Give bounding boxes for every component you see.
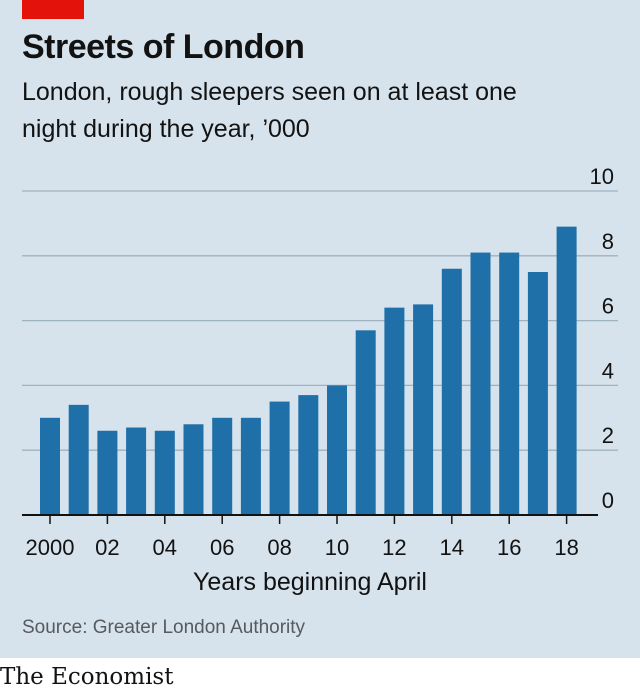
bar-16 [499, 252, 520, 515]
bar-10 [327, 385, 347, 515]
bar-13 [413, 304, 434, 515]
x-tick-label: 2000 [26, 535, 75, 560]
chart-panel: Streets of London London, rough sleepers… [0, 0, 640, 658]
chart-subtitle: London, rough sleepers seen on at least … [22, 78, 517, 143]
y-tick-label: 6 [602, 294, 614, 319]
x-axis-label: Years beginning April [193, 568, 427, 596]
bar-17 [527, 272, 548, 515]
x-tick-label: 02 [95, 535, 119, 560]
bar-2000 [40, 417, 60, 515]
bar-07 [240, 417, 261, 515]
x-tick-label: 18 [554, 535, 578, 560]
bar-01 [68, 404, 89, 515]
y-tick-label: 8 [602, 229, 614, 254]
x-tick-label: 12 [382, 535, 406, 560]
x-tick-label: 14 [440, 535, 464, 560]
bar-12 [384, 307, 405, 515]
bar-08 [269, 401, 290, 515]
source-note: Source: Greater London Authority [22, 617, 306, 638]
bar-15 [470, 252, 491, 515]
brand-red-tag [22, 0, 84, 19]
y-tick-label: 10 [590, 164, 614, 189]
bar-06 [212, 417, 233, 515]
bar-11 [355, 330, 376, 515]
x-tick-label: 10 [325, 535, 349, 560]
bar-04 [154, 430, 175, 515]
y-tick-label: 0 [602, 488, 614, 513]
bar-09 [298, 395, 319, 515]
chart-title: Streets of London [22, 28, 305, 66]
y-tick-label: 2 [602, 423, 614, 448]
bar-14 [441, 268, 462, 515]
x-tick-label: 08 [267, 535, 291, 560]
y-tick-label: 4 [602, 358, 614, 383]
x-tick-label: 06 [210, 535, 234, 560]
x-tick-label: 04 [153, 535, 177, 560]
bar-18 [556, 226, 577, 515]
bar-03 [126, 427, 147, 515]
x-tick-label: 16 [497, 535, 521, 560]
bar-02 [97, 430, 118, 515]
brand-logo: The Economist [0, 664, 174, 690]
bar-05 [183, 424, 204, 515]
